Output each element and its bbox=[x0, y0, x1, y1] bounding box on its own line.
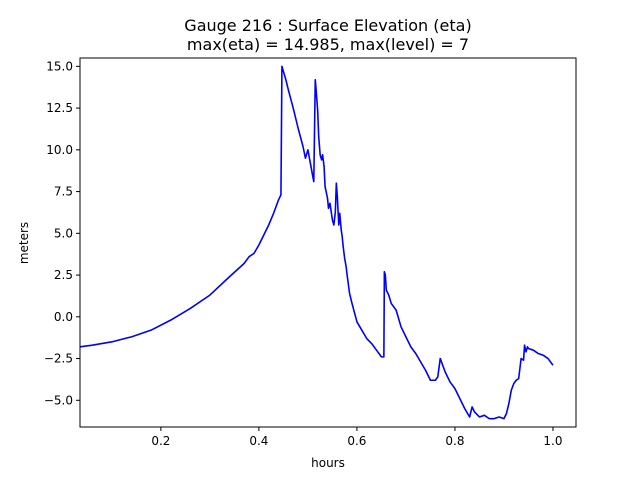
y-tick-label: 2.5 bbox=[54, 268, 73, 282]
series-line-eta bbox=[80, 65, 554, 420]
y-axis-ticks: −5.0 −2.5 0.0 2.5 5.0 7.5 10.0 12.5 15.0 bbox=[44, 59, 80, 407]
chart-title-line-1: Gauge 216 : Surface Elevation (eta) bbox=[184, 16, 471, 35]
x-tick-label: 0.4 bbox=[249, 434, 268, 448]
y-tick-label: −2.5 bbox=[44, 352, 73, 366]
y-tick-label: 7.5 bbox=[54, 185, 73, 199]
series-layer bbox=[80, 65, 554, 420]
axes-frame bbox=[79, 57, 577, 428]
axes-background bbox=[80, 58, 576, 427]
x-axis-ticks: 0.2 0.4 0.6 0.8 1.0 bbox=[151, 427, 563, 448]
y-tick-label: 12.5 bbox=[46, 101, 73, 115]
y-tick-label: 10.0 bbox=[46, 143, 73, 157]
y-tick-label: 15.0 bbox=[46, 59, 73, 73]
x-tick-label: 0.2 bbox=[151, 434, 170, 448]
plot-area bbox=[79, 57, 577, 428]
x-tick-label: 0.8 bbox=[445, 434, 464, 448]
x-axis-label: hours bbox=[311, 456, 345, 470]
y-tick-label: −5.0 bbox=[44, 393, 73, 407]
x-tick-label: 0.6 bbox=[347, 434, 366, 448]
x-tick-label: 1.0 bbox=[543, 434, 562, 448]
y-tick-label: 0.0 bbox=[54, 310, 73, 324]
y-axis-label: meters bbox=[17, 222, 31, 264]
chart-title-line-2: max(eta) = 14.985, max(level) = 7 bbox=[187, 35, 469, 54]
y-tick-label: 5.0 bbox=[54, 226, 73, 240]
